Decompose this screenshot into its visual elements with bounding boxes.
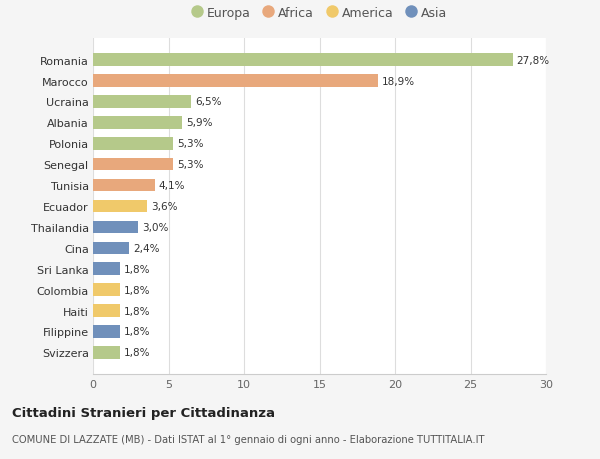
Bar — [93, 138, 173, 150]
Text: 1,8%: 1,8% — [124, 347, 151, 358]
Text: Cittadini Stranieri per Cittadinanza: Cittadini Stranieri per Cittadinanza — [12, 406, 275, 419]
Text: 5,3%: 5,3% — [177, 139, 203, 149]
Bar — [93, 54, 513, 67]
Text: 5,9%: 5,9% — [186, 118, 212, 128]
Bar — [93, 158, 173, 171]
Text: 27,8%: 27,8% — [517, 56, 550, 66]
Bar — [93, 75, 379, 88]
Bar — [93, 117, 182, 129]
Text: 1,8%: 1,8% — [124, 264, 151, 274]
Bar — [93, 221, 139, 234]
Text: 3,6%: 3,6% — [151, 202, 178, 212]
Text: 3,0%: 3,0% — [142, 223, 169, 232]
Bar — [93, 325, 120, 338]
Bar — [93, 242, 129, 255]
Bar — [93, 305, 120, 317]
Bar — [93, 179, 155, 192]
Text: 2,4%: 2,4% — [133, 243, 160, 253]
Text: 4,1%: 4,1% — [158, 181, 185, 190]
Bar — [93, 284, 120, 296]
Text: 1,8%: 1,8% — [124, 285, 151, 295]
Bar — [93, 96, 191, 108]
Bar — [93, 347, 120, 359]
Text: 18,9%: 18,9% — [382, 76, 415, 86]
Text: 1,8%: 1,8% — [124, 327, 151, 337]
Bar — [93, 263, 120, 275]
Legend: Europa, Africa, America, Asia: Europa, Africa, America, Asia — [192, 7, 447, 20]
Text: 1,8%: 1,8% — [124, 306, 151, 316]
Text: 6,5%: 6,5% — [195, 97, 221, 107]
Text: 5,3%: 5,3% — [177, 160, 203, 170]
Text: COMUNE DI LAZZATE (MB) - Dati ISTAT al 1° gennaio di ogni anno - Elaborazione TU: COMUNE DI LAZZATE (MB) - Dati ISTAT al 1… — [12, 434, 485, 444]
Bar — [93, 200, 148, 213]
